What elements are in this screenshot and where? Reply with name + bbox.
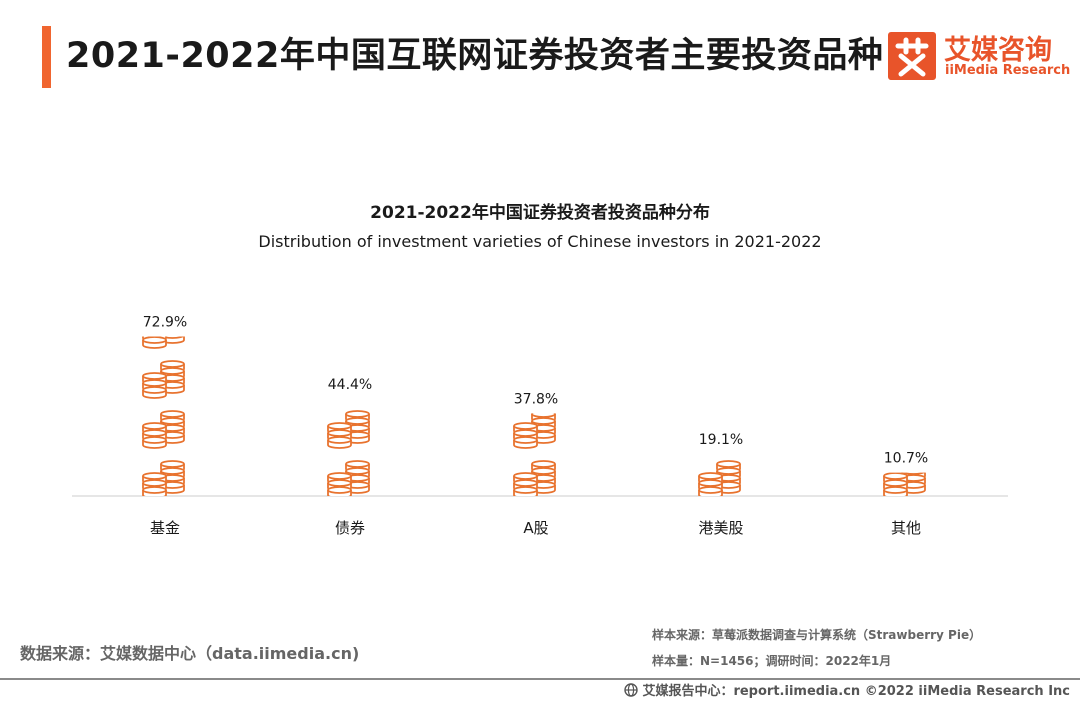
logo-text-en: iiMedia Research bbox=[945, 63, 1071, 78]
footer-divider bbox=[0, 678, 1080, 680]
data-label: 19.1% bbox=[699, 432, 743, 448]
bar-债券 bbox=[327, 410, 370, 496]
footer: 艾媒报告中心：report.iimedia.cn ©2022 iiMedia R… bbox=[624, 680, 1070, 699]
category-label: 债券 bbox=[335, 519, 365, 537]
chart-title: 2021-2022年中国证券投资者投资品种分布 bbox=[370, 203, 710, 223]
title-accent-bar bbox=[42, 26, 51, 88]
data-label: 44.4% bbox=[328, 377, 372, 393]
globe-icon bbox=[624, 682, 639, 697]
data-label: 10.7% bbox=[884, 451, 928, 467]
sample-size: 样本量：N=1456；调研时间：2022年1月 bbox=[652, 654, 892, 668]
data-label: 37.8% bbox=[514, 391, 558, 407]
bar-A股 bbox=[513, 413, 556, 496]
footer-text: 艾媒报告中心：report.iimedia.cn ©2022 iiMedia R… bbox=[642, 684, 1070, 699]
logo-mark-icon bbox=[888, 32, 936, 80]
category-label: 基金 bbox=[150, 519, 180, 537]
page-title: 2021-2022年中国互联网证券投资者主要投资品种 bbox=[66, 36, 884, 76]
sample-info: 样本来源：草莓派数据调查与计算系统（Strawberry Pie） 样本量：N=… bbox=[652, 622, 1052, 674]
category-label: A股 bbox=[523, 519, 548, 537]
category-label: 其他 bbox=[891, 519, 921, 537]
bar-港美股 bbox=[698, 460, 741, 496]
iimedia-logo: 艾媒咨询 iiMedia Research bbox=[888, 28, 1071, 84]
data-source: 数据来源：艾媒数据中心（data.iimedia.cn) bbox=[20, 644, 360, 663]
sample-source: 样本来源：草莓派数据调查与计算系统（Strawberry Pie） bbox=[652, 628, 982, 642]
bar-基金 bbox=[142, 336, 185, 496]
category-label: 港美股 bbox=[698, 519, 743, 537]
logo-text-cn: 艾媒咨询 bbox=[944, 35, 1052, 66]
investment-varieties-chart: 72.9% 基金 44.4% 债券 37.8% A股 19.1% 港美股 10.7% 其他 bbox=[72, 315, 1008, 537]
bar-其他 bbox=[883, 472, 926, 496]
chart-subtitle: Distribution of investment varieties of … bbox=[258, 232, 822, 251]
data-label: 72.9% bbox=[143, 315, 187, 331]
